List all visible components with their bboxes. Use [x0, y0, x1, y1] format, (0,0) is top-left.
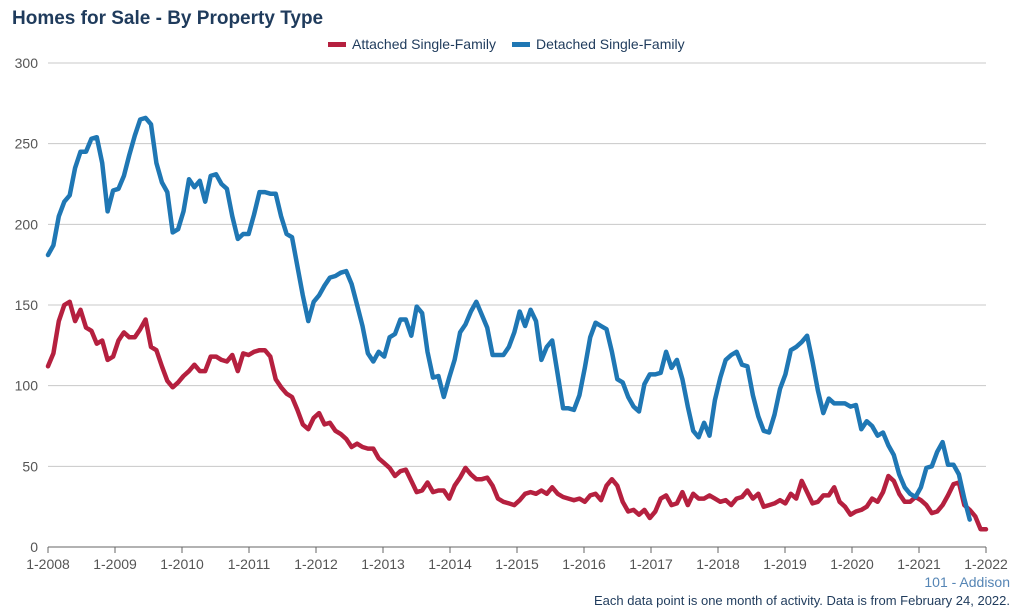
- x-tick-label-1-2014: 1-2014: [428, 556, 472, 572]
- y-tick-label-300: 300: [15, 55, 39, 71]
- y-tick-label-200: 200: [15, 216, 39, 232]
- x-tick-label-1-2013: 1-2013: [361, 556, 405, 572]
- legend-item-detached[interactable]: Detached Single-Family: [511, 36, 685, 52]
- y-tick-label-150: 150: [15, 297, 39, 313]
- x-tick-label-1-2012: 1-2012: [294, 556, 338, 572]
- legend-label-detached: Detached Single-Family: [535, 36, 685, 52]
- y-tick-label-100: 100: [15, 378, 39, 394]
- y-tick-label-250: 250: [15, 136, 39, 152]
- y-tick-label-50: 50: [22, 458, 38, 474]
- y-tick-label-0: 0: [30, 539, 38, 555]
- x-tick-label-1-2015: 1-2015: [495, 556, 539, 572]
- legend-label-attached: Attached Single-Family: [352, 36, 496, 52]
- series-line-detached-single-family: [45, 115, 972, 522]
- x-tick-label-1-2009: 1-2009: [93, 556, 137, 572]
- footnote: Each data point is one month of activity…: [594, 593, 1010, 608]
- x-tick-label-1-2008: 1-2008: [26, 556, 70, 572]
- x-tick-label-1-2018: 1-2018: [696, 556, 740, 572]
- x-tick-label-1-2011: 1-2011: [228, 556, 271, 572]
- chart-title: Homes for Sale - By Property Type: [12, 8, 324, 29]
- x-tick-label-1-2016: 1-2016: [562, 556, 606, 572]
- x-tick-label-1-2022: 1-2022: [964, 556, 1008, 572]
- legend-swatch-detached: [511, 41, 530, 47]
- x-tick-label-1-2017: 1-2017: [629, 556, 673, 572]
- legend-swatch-attached: [328, 41, 346, 47]
- legend-item-attached[interactable]: Attached Single-Family: [328, 36, 496, 52]
- x-tick-label-1-2020: 1-2020: [830, 556, 874, 572]
- region-label: 101 - Addison: [924, 574, 1010, 590]
- x-tick-label-1-2010: 1-2010: [160, 556, 204, 572]
- series-line-attached-single-family: [45, 299, 989, 532]
- legend: Attached Single-Family Detached Single-F…: [328, 36, 685, 52]
- x-tick-label-1-2021: 1-2021: [897, 556, 941, 572]
- x-tick-label-1-2019: 1-2019: [763, 556, 807, 572]
